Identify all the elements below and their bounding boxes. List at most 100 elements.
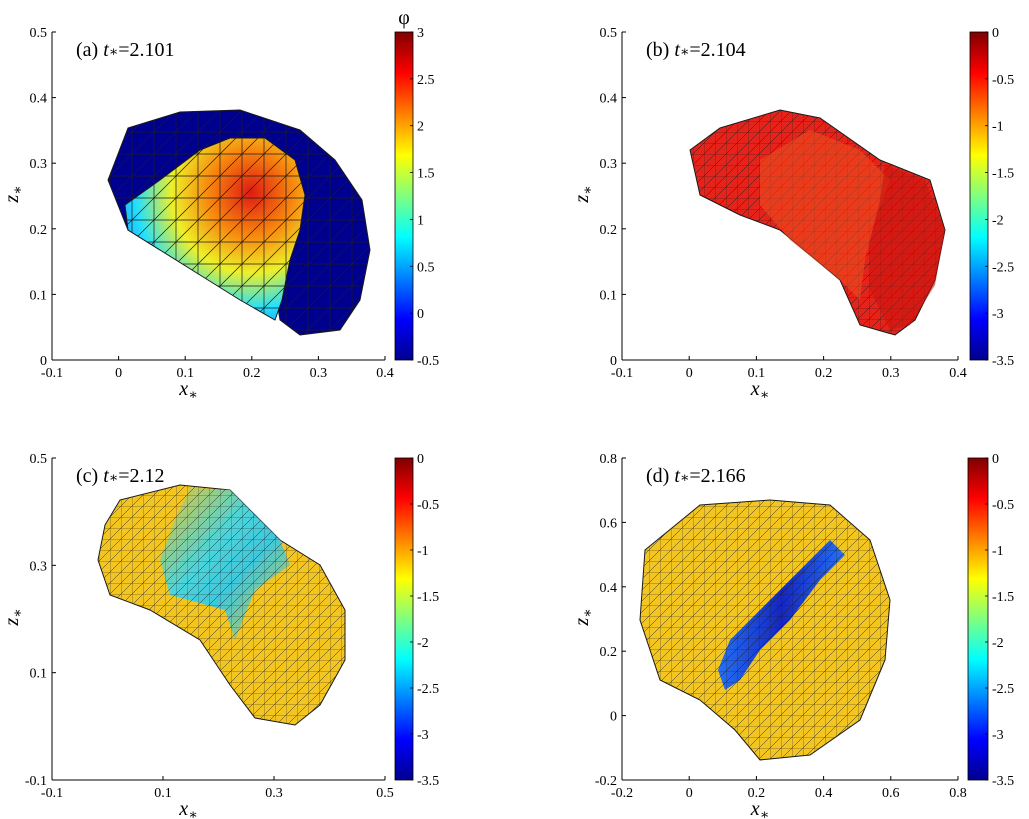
y-axis-label-sub: ∗ [11,185,26,195]
x-axis-label-sub: ∗ [188,808,198,819]
pinch-mesh [640,500,890,760]
y-tick-label: 0.3 [30,559,48,574]
y-tick-label: 0 [40,354,47,369]
y-tick-label: 0.4 [30,92,48,107]
y-tick-label: 0.4 [600,92,618,107]
colorbar-tick-label: -0.5 [992,498,1014,513]
y-tick-label: 0.1 [30,288,48,303]
colorbar-tick-label: 1.5 [417,167,435,182]
neck-mesh [98,485,345,725]
y-tick-label: 0.1 [600,288,618,303]
y-axis-label: z∗ [571,608,596,626]
colorbar-tick-label: -1 [992,544,1004,559]
y-tick-label: -0.1 [25,774,47,789]
colorbar-a: 3 2.5 2 1.5 1 0.5 0 -0.5 φ [394,7,439,369]
x-tick-label: 0 [115,366,122,381]
time-value: =2.166 [689,465,745,487]
surface-b [689,109,946,336]
panel-label: (d) [646,465,674,487]
panel-title: (d) t∗=2.166 [646,465,746,487]
x-tick-label: 0.4 [949,366,967,381]
x-tick-label: 0.4 [815,786,833,801]
x-tick-label: 0.1 [176,366,194,381]
x-tick-label: 0 [686,786,693,801]
y-tick-label: 0.5 [30,452,48,467]
colorbar-tick-label: -0.5 [992,73,1014,88]
colorbar-c: 0 -0.5 -1 -1.5 -2 -2.5 -3 -3.5 [394,452,439,789]
y-axis-label: z∗ [1,608,26,626]
colorbar-tick-label: -1.5 [417,590,439,605]
colorbar-tick-label: 1 [417,213,424,228]
colorbar-tick-label: -2.5 [992,682,1014,697]
x-tick-label: 0.3 [310,366,328,381]
time-subscript: ∗ [109,45,119,60]
colorbar-tick-label: -3 [417,728,429,743]
colorbar-tick-label: -2 [992,636,1004,651]
y-axis-label: z∗ [571,185,596,203]
colorbar-tick-label: 0.5 [417,260,435,275]
panel-label: (b) [646,39,674,61]
colorbar-title: φ [398,7,410,29]
y-tick-label: 0.2 [30,223,48,238]
colorbar-tick-label: -3 [992,728,1004,743]
x-tick-label: -0.2 [611,786,633,801]
time-symbol: t [674,465,680,487]
x-axis-label: x∗ [178,798,197,819]
colorbar-tick-label: -1 [992,120,1004,135]
x-tick-label: 0.3 [265,786,283,801]
colorbar-gradient [969,31,989,361]
y-tick-label: 0.3 [600,157,618,172]
time-subscript: ∗ [109,471,119,486]
y-tick-label: -0.2 [595,774,617,789]
colorbar-tick-label: 0 [992,452,999,467]
x-tick-label: 0.1 [154,786,172,801]
colorbar-tick-label: -0.5 [417,354,439,369]
y-tick-label: 0.1 [30,667,48,682]
y-axis-label: z∗ [1,185,26,203]
colorbar-tick-label: -1 [417,544,429,559]
colorbar-tick-label: -0.5 [417,498,439,513]
x-tick-label: 0.1 [748,366,766,381]
x-tick-label: 0.2 [243,366,261,381]
colorbar-gradient [394,31,414,361]
colorbar-tick-label: -2.5 [417,682,439,697]
surface-a [107,109,371,336]
colorbar-tick-label: -3.5 [992,774,1014,789]
x-axis-label: x∗ [178,378,197,403]
y-axis-label-sub: ∗ [581,608,596,618]
y-tick-label: 0.3 [30,157,48,172]
panel-d: -0.2 0 0.2 0.4 0.6 0.8 -0.2 0 0.2 0.4 0.6 0.8 x∗ z∗ (d… [571,452,1014,819]
colorbar-tick-label: 2.5 [417,73,435,88]
time-subscript: ∗ [680,471,690,486]
x-tick-label: -0.1 [611,366,633,381]
x-axis-label: x∗ [750,798,769,819]
panel-title: (b) t∗=2.104 [646,39,746,61]
y-tick-label: 0.4 [600,581,618,596]
y-tick-label: 0.5 [600,26,618,41]
colorbar-tick-label: 0 [992,26,999,41]
y-axis-label-sub: ∗ [581,185,596,195]
time-symbol: t [103,465,109,487]
colorbar-tick-label: 3 [417,26,424,41]
time-symbol: t [674,39,680,61]
cylinder-center [760,130,890,300]
panel-label: (c) [76,465,103,487]
x-axis-label-sub: ∗ [760,388,770,403]
cylinder-end-cap [870,165,945,330]
time-value: =2.101 [118,39,174,61]
x-tick-label: 0.5 [376,786,394,801]
colorbar-tick-label: 0 [417,452,424,467]
y-tick-label: 0 [610,710,617,725]
panel-c: -0.1 0.1 0.3 0.5-0.10.10.30.5x∗z∗(c) t∗=2.1… [1,452,439,819]
colorbar-tick-label: -2 [417,636,429,651]
colorbar-d: 0 -0.5 -1 -1.5 -2 -2.5 -3 -3.5 [967,452,1014,789]
inner-cap-mesh [125,138,305,320]
y-tick-label: 0 [610,354,617,369]
x-axis-label-sub: ∗ [188,388,198,403]
x-tick-label: 0.3 [882,366,900,381]
colorbar-tick-label: -2 [992,213,1004,228]
panel-title: (a) t∗=2.101 [76,39,175,61]
panel-b: -0.1 0 0.1 0.2 0.3 0.400.10.20.30.40.5x∗z∗(b)… [571,26,1014,403]
colorbar-tick-label: 2 [417,120,424,135]
colorbar-tick-label: -1.5 [992,590,1014,605]
